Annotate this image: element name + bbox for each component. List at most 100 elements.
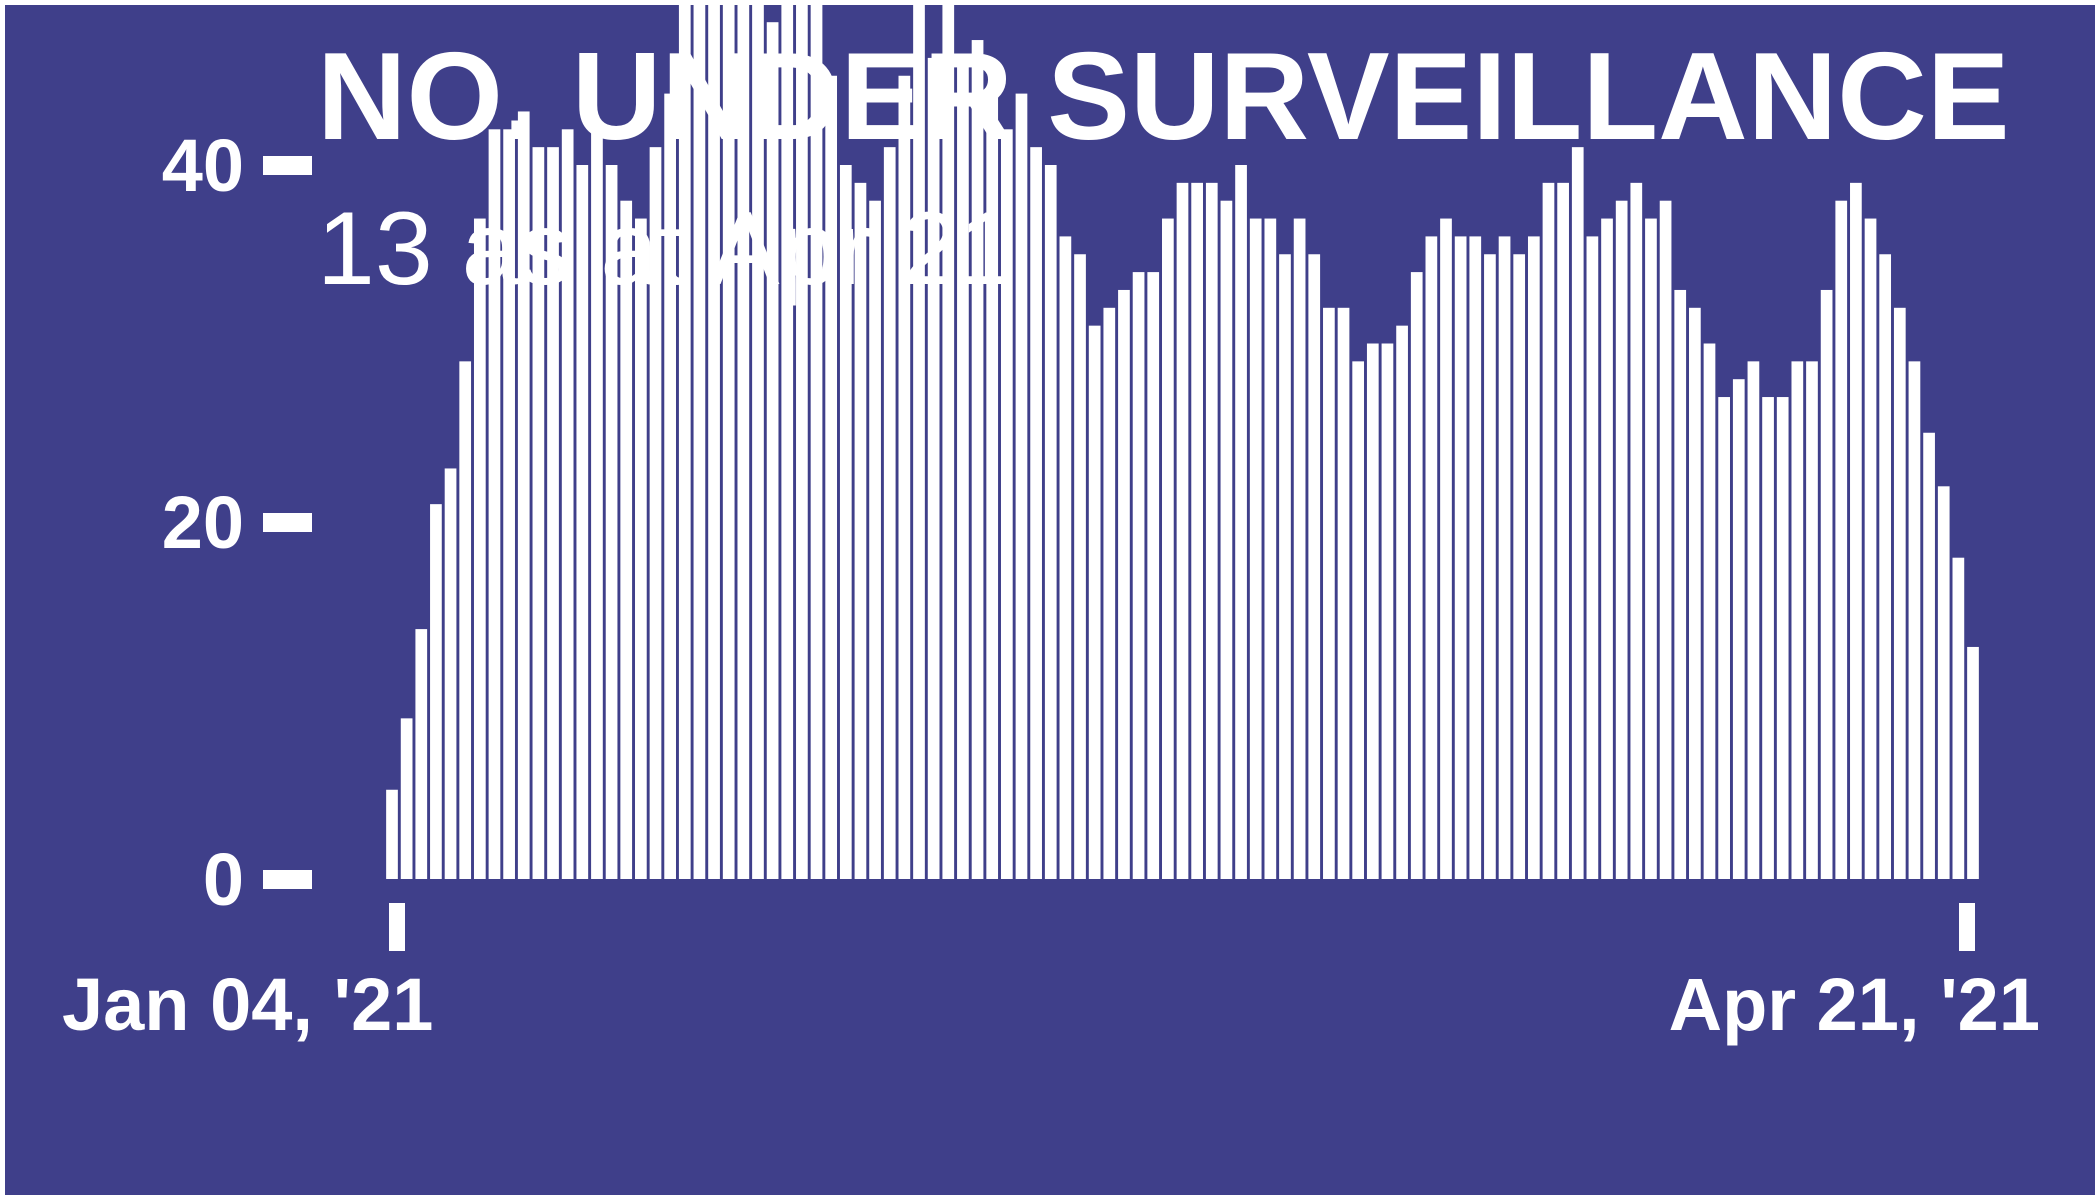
- bar: [1513, 254, 1526, 879]
- bar: [1791, 361, 1804, 880]
- bar: [1381, 343, 1394, 879]
- bar: [1908, 361, 1921, 880]
- bar: [1396, 325, 1408, 879]
- bar: [737, 0, 750, 880]
- bar: [1469, 236, 1482, 879]
- bar: [532, 147, 545, 879]
- bar: [547, 147, 559, 879]
- bar: [386, 789, 398, 879]
- bar: [1118, 289, 1130, 879]
- bar: [927, 57, 940, 879]
- bar: [942, 0, 955, 879]
- bar: [415, 629, 428, 879]
- bar: [1659, 200, 1672, 879]
- bar: [1366, 343, 1379, 879]
- bar: [1015, 93, 1028, 880]
- bar: [1498, 236, 1511, 879]
- bar: [1586, 236, 1599, 879]
- bar: [1162, 218, 1174, 880]
- bars: [386, 0, 1979, 880]
- bar: [1645, 218, 1657, 880]
- bar: [1967, 646, 1979, 879]
- bar: [1249, 218, 1262, 880]
- bar: [503, 129, 515, 880]
- bar: [854, 182, 867, 880]
- bar: [1893, 307, 1906, 879]
- bar: [957, 57, 969, 879]
- bar: [591, 129, 603, 880]
- bar: [1630, 182, 1643, 880]
- x-start-tick: [389, 903, 405, 951]
- bar: [883, 147, 896, 879]
- bar: [1425, 236, 1438, 879]
- bar: [1279, 254, 1291, 879]
- bar: [1176, 182, 1189, 880]
- y-tick-mark: [263, 870, 312, 889]
- y-tick-label: 40: [162, 124, 244, 207]
- bar: [752, 0, 764, 879]
- bar: [913, 4, 925, 880]
- bar: [1000, 129, 1013, 880]
- bar: [1923, 432, 1935, 879]
- y-tick-label: 20: [162, 481, 244, 564]
- bar: [1308, 254, 1321, 879]
- bar: [971, 40, 984, 880]
- bar: [1264, 218, 1277, 880]
- bar: [1615, 200, 1628, 879]
- bar: [1850, 182, 1862, 880]
- bar: [649, 147, 662, 879]
- bar: [986, 93, 999, 880]
- bar: [678, 4, 691, 880]
- bar: [722, 0, 735, 880]
- bar: [1103, 307, 1116, 879]
- y-tick-mark: [263, 156, 312, 175]
- bar: [1732, 379, 1745, 879]
- bar: [1835, 200, 1848, 879]
- bar: [825, 75, 838, 879]
- bar: [1147, 272, 1160, 880]
- bar: [1323, 307, 1335, 879]
- bar: [1235, 165, 1247, 879]
- bar: [781, 0, 794, 879]
- bar: [1747, 361, 1760, 880]
- bar: [1030, 147, 1042, 879]
- bar: [459, 361, 472, 880]
- bar: [1879, 254, 1892, 879]
- bar: [635, 218, 647, 880]
- bar: [1454, 236, 1467, 879]
- bar: [1074, 254, 1086, 879]
- bar: [1132, 272, 1145, 880]
- bar: [839, 165, 852, 879]
- bar: [1820, 289, 1833, 879]
- bar: [1542, 182, 1555, 880]
- y-tick-mark: [263, 513, 312, 532]
- bar: [766, 22, 779, 879]
- bar: [810, 0, 823, 880]
- bar: [693, 0, 706, 879]
- bar: [1440, 218, 1452, 880]
- bar: [664, 93, 676, 880]
- bar: [1044, 165, 1057, 879]
- x-axis: Jan 04, '21 Apr 21, '21: [62, 903, 2040, 1046]
- bar: [1352, 361, 1365, 880]
- y-axis: 0 20 40: [162, 124, 312, 921]
- bar: [473, 218, 486, 880]
- bar: [1703, 343, 1716, 879]
- bar: [1674, 289, 1687, 879]
- bar: [1762, 397, 1774, 879]
- bar: [1484, 254, 1496, 879]
- bar: [430, 504, 442, 879]
- x-end-tick: [1959, 903, 1975, 951]
- bar: [517, 111, 530, 879]
- bar: [1527, 236, 1540, 879]
- bar: [1410, 272, 1423, 880]
- bar: [869, 200, 881, 879]
- bar: [1937, 486, 1950, 879]
- bar: [1059, 236, 1072, 879]
- bar: [1864, 218, 1877, 880]
- bar: [1776, 397, 1789, 879]
- bar: [1293, 218, 1306, 880]
- bar: [1571, 147, 1584, 879]
- bar: [1205, 182, 1218, 880]
- bar: [620, 200, 633, 879]
